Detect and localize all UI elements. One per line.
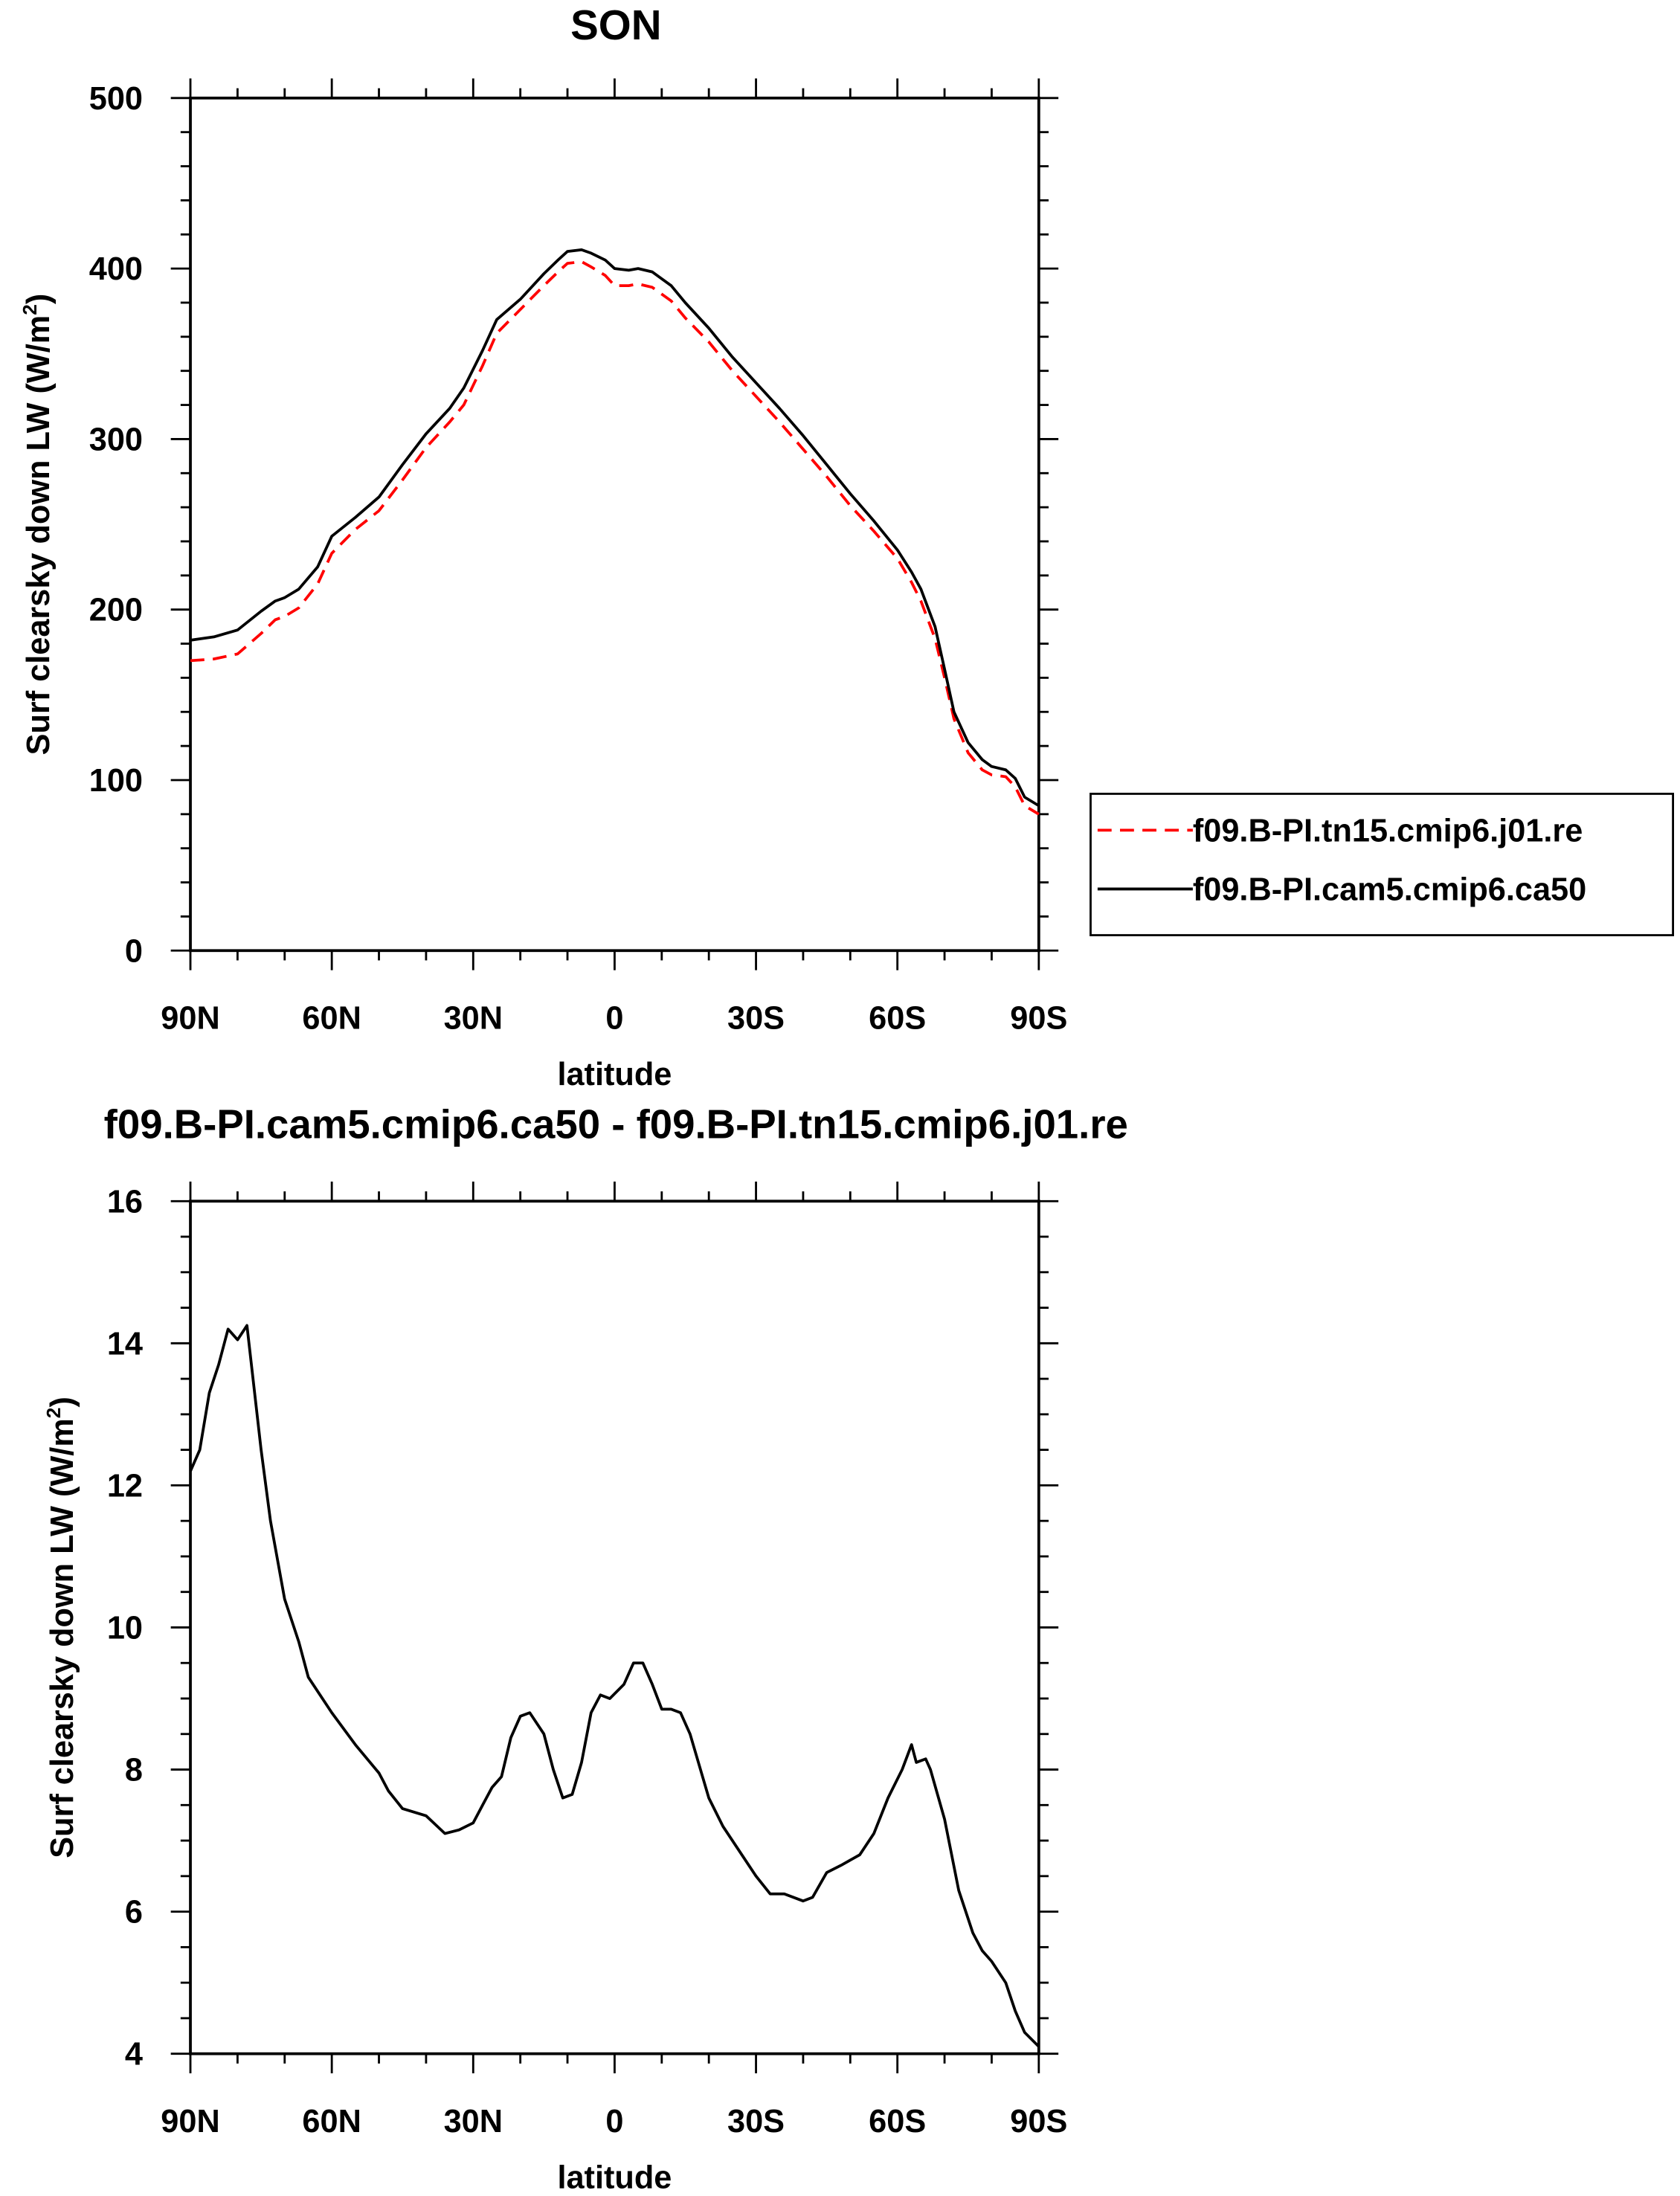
y-axis-label: Surf clearsky down LW (W/m2) [42,1397,80,1858]
y-tick-label: 16 [107,1184,143,1220]
x-tick-label: 90S [1010,2104,1067,2139]
x-tick-label: 60S [869,2104,926,2139]
plot-panel-0: f09.B-PI.tn15.cmip6.j01.re f09.B-PI.cam5.… [170,78,1674,970]
legend-entry-label: f09.B-PI.tn15.cmip6.j01.re [1193,813,1583,849]
plot-frame [189,1200,1040,2055]
x-tick-label: 90N [161,2104,219,2139]
legend-entry-label: f09.B-PI.cam5.cmip6.ca50 [1193,872,1586,908]
y-axis-label-text: Surf clearsky down LW (W/m [45,1418,80,1858]
y-axis-label: Surf clearsky down LW (W/m2) [19,294,57,756]
x-axis-label: latitude [557,1057,672,1092]
x-tick-label: 60N [302,2104,361,2139]
y-axis-label-superscript: 2 [42,1408,65,1419]
y-tick-label: 6 [125,1895,143,1931]
x-tick-label: 90S [1010,1001,1067,1037]
y-axis-label-text: Surf clearsky down LW (W/m [21,315,57,756]
y-tick-label: 0 [125,933,143,969]
series-line-1 [190,248,1040,808]
series-line-0 [189,1324,1040,2048]
y-tick-label: 200 [89,593,143,628]
y-axis-label-superscript: 2 [19,304,41,315]
y-tick-label: 8 [125,1753,143,1788]
y-axis-label-end: ) [45,1397,80,1407]
x-tick-label: 60N [302,1001,361,1037]
legend-box [1090,793,1674,936]
y-tick-label: 4 [125,2037,143,2073]
chart-title: SON [570,1,661,48]
y-tick-label: 400 [89,251,143,287]
x-axis-label: latitude [557,2160,672,2195]
x-tick-label: 30N [444,1001,503,1037]
x-tick-label: 60S [869,1001,926,1037]
y-tick-label: 500 [89,81,143,117]
y-tick-label: 14 [107,1326,143,1362]
x-tick-label: 30N [444,2104,503,2139]
y-tick-label: 12 [107,1468,143,1504]
legend: f09.B-PI.tn15.cmip6.j01.re f09.B-PI.cam5.… [1090,793,1674,936]
y-axis-label-end: ) [21,294,57,304]
plot-frame [189,96,1040,953]
y-tick-label: 300 [89,422,143,457]
y-tick-label: 100 [89,763,143,799]
plot-panel-1 [170,1181,1059,2074]
x-tick-label: 30S [727,2104,785,2139]
x-tick-label: 30S [727,1001,785,1037]
x-tick-label: 0 [605,1001,623,1037]
x-tick-label: 90N [161,1001,219,1037]
y-tick-label: 10 [107,1611,143,1646]
x-tick-label: 0 [605,2104,623,2139]
series-line-0 [190,260,1040,816]
chart-title: f09.B-PI.cam5.cmip6.ca50 - f09.B-PI.tn15… [104,1102,1128,1147]
